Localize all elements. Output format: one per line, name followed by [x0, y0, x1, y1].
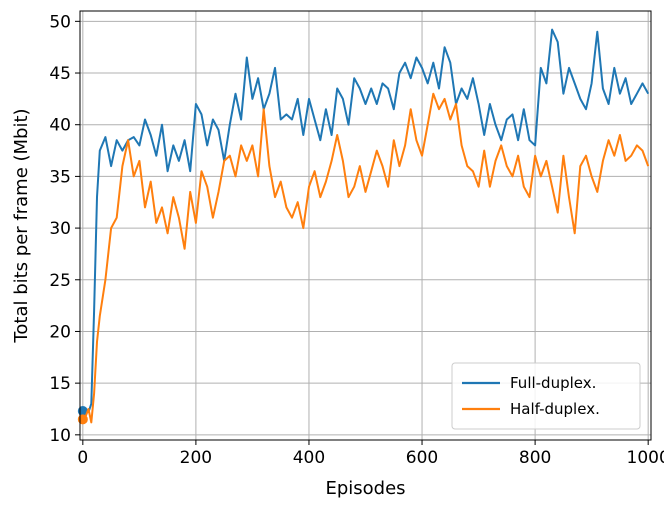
y-tick-label: 30 [49, 219, 71, 239]
grid-lines [80, 11, 651, 440]
axis-ticks: 0 200 400 600 800 1000 10 15 20 25 30 35 40 45 50 [49, 12, 664, 468]
y-axis-label: Total bits per frame (Mbit) [11, 108, 32, 343]
y-tick-label: 10 [49, 426, 71, 446]
x-tick-label: 0 [77, 448, 88, 468]
series-line-0 [82, 28, 650, 414]
series-line-1 [82, 92, 650, 424]
legend-label-half-duplex: Half-duplex. [510, 400, 600, 418]
legend: Full-duplex. Half-duplex. [451, 362, 641, 430]
x-tick-label: 400 [293, 448, 325, 468]
y-tick-label: 15 [49, 374, 71, 394]
x-axis-label: Episodes [325, 478, 405, 499]
x-tick-label: 200 [180, 448, 212, 468]
plot-frame [79, 10, 652, 441]
y-tick-label: 45 [49, 64, 71, 84]
x-tick-label: 600 [406, 448, 438, 468]
y-tick-label: 35 [49, 167, 71, 187]
series-start-marker-1 [77, 414, 88, 425]
y-tick-label: 20 [49, 322, 71, 342]
legend-label-full-duplex: Full-duplex. [510, 374, 596, 392]
x-tick-label: 800 [519, 448, 551, 468]
x-tick-label: 1000 [627, 448, 664, 468]
y-tick-label: 40 [49, 116, 71, 136]
y-tick-label: 25 [49, 271, 71, 291]
y-tick-label: 50 [49, 12, 71, 32]
legend-box [451, 362, 641, 430]
